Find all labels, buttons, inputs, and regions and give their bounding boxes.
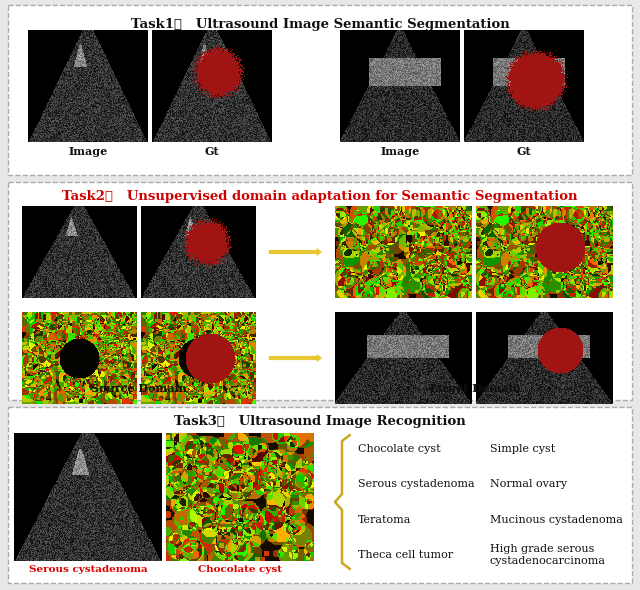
Text: Image: Image <box>380 146 420 157</box>
Text: Image: Image <box>68 146 108 157</box>
Text: Mucinous cystadenoma: Mucinous cystadenoma <box>490 514 623 525</box>
Text: Serous cystadenoma: Serous cystadenoma <box>29 565 147 574</box>
Text: Simple cyst: Simple cyst <box>490 444 556 454</box>
Text: Task2：   Unsupervised domain adaptation for Semantic Segmentation: Task2： Unsupervised domain adaptation fo… <box>62 190 578 203</box>
Text: Target Domain: Target Domain <box>428 383 520 394</box>
Text: Gt: Gt <box>516 146 531 157</box>
Text: Chocolate cyst: Chocolate cyst <box>358 444 440 454</box>
FancyBboxPatch shape <box>8 407 632 583</box>
FancyBboxPatch shape <box>8 182 632 400</box>
Text: Teratoma: Teratoma <box>358 514 412 525</box>
Text: Task1：   Ultrasound Image Semantic Segmentation: Task1： Ultrasound Image Semantic Segment… <box>131 18 509 31</box>
Text: Gt: Gt <box>205 146 220 157</box>
Text: Normal ovary: Normal ovary <box>490 479 567 489</box>
Text: Task3：   Ultrasound Image Recognition: Task3： Ultrasound Image Recognition <box>174 415 466 428</box>
Text: Chocolate cyst: Chocolate cyst <box>198 565 282 574</box>
FancyBboxPatch shape <box>8 5 632 175</box>
Text: High grade serous
cystadenocarcinoma: High grade serous cystadenocarcinoma <box>490 544 606 566</box>
Text: Source Domain: Source Domain <box>91 383 187 394</box>
Text: Theca cell tumor: Theca cell tumor <box>358 550 453 560</box>
Text: Serous cystadenoma: Serous cystadenoma <box>358 479 475 489</box>
